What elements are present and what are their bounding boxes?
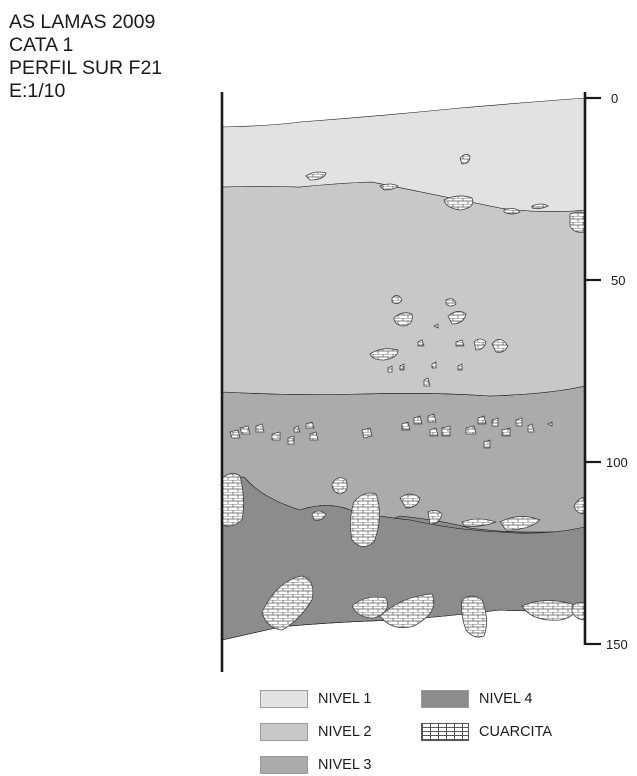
cuarcita-clast bbox=[483, 439, 491, 449]
cuarcita-clast bbox=[501, 427, 511, 437]
cuarcita-clast bbox=[287, 435, 295, 445]
legend-swatch bbox=[421, 723, 469, 741]
cuarcita-clasts bbox=[221, 154, 586, 638]
cuarcita-clast bbox=[261, 575, 314, 631]
cuarcita-clast bbox=[477, 415, 487, 425]
cuarcita-clast bbox=[309, 431, 319, 441]
cuarcita-clast bbox=[229, 429, 241, 439]
legend-swatch bbox=[260, 690, 308, 708]
cuarcita-clast bbox=[499, 516, 541, 531]
cuarcita-clast bbox=[455, 339, 465, 347]
cuarcita-clast bbox=[413, 415, 423, 425]
cuarcita-clast bbox=[305, 421, 315, 429]
legend-item-nivel-2: NIVEL 2 bbox=[260, 722, 371, 742]
nivel-1-layer bbox=[221, 97, 586, 212]
legend-item-nivel-4: NIVEL 4 bbox=[421, 689, 532, 709]
cuarcita-clast bbox=[361, 427, 373, 439]
scale-label: E:1/10 bbox=[9, 80, 66, 102]
cuarcita-clast bbox=[491, 417, 499, 427]
cuarcita-clast bbox=[391, 295, 403, 304]
cuarcita-clast bbox=[443, 195, 474, 211]
cuarcita-clast bbox=[461, 595, 487, 638]
cuarcita-clast bbox=[399, 363, 405, 371]
cuarcita-clast bbox=[401, 421, 411, 431]
legend-label: NIVEL 2 bbox=[318, 724, 372, 740]
depth-label-150: 150 bbox=[606, 637, 628, 652]
legend-swatch bbox=[421, 690, 469, 708]
cuarcita-clast bbox=[427, 510, 443, 525]
cuarcita-clast bbox=[221, 473, 244, 527]
site-title: AS LAMAS 2009 bbox=[9, 11, 156, 33]
cuarcita-clast bbox=[255, 423, 265, 433]
cuarcita-clast bbox=[293, 425, 301, 433]
cuarcita-clast bbox=[459, 154, 471, 165]
legend-label: NIVEL 3 bbox=[318, 757, 372, 773]
cuarcita-clast bbox=[387, 365, 393, 373]
legend-label: NIVEL 4 bbox=[479, 691, 533, 707]
cuarcita-clast bbox=[433, 323, 439, 329]
cuarcita-clast bbox=[379, 183, 399, 191]
title-block: AS LAMAS 2009 CATA 1 PERFIL SUR F21 E:1/… bbox=[9, 11, 162, 103]
legend-item-nivel-3: NIVEL 3 bbox=[260, 755, 371, 775]
cuarcita-clast bbox=[393, 312, 413, 327]
cuarcita-clast bbox=[379, 593, 435, 629]
cuarcita-clast bbox=[571, 602, 586, 621]
cuarcita-clast bbox=[369, 348, 399, 361]
cuarcita-clast bbox=[427, 413, 437, 423]
cuarcita-clast bbox=[465, 425, 477, 435]
legend-label: NIVEL 1 bbox=[318, 691, 372, 707]
legend-swatch bbox=[260, 756, 308, 774]
legend-label: CUARCITA bbox=[479, 724, 553, 740]
cuarcita-clast bbox=[521, 600, 575, 621]
cuarcita-clast bbox=[423, 377, 431, 387]
cuarcita-clast bbox=[399, 493, 421, 509]
cuarcita-clast bbox=[447, 311, 467, 325]
cuarcita-clast bbox=[441, 425, 451, 437]
cuarcita-clast bbox=[239, 425, 251, 435]
cuarcita-clast bbox=[491, 339, 509, 353]
legend-item-cuarcita: CUARCITA bbox=[421, 722, 552, 742]
depth-label-0: 0 bbox=[611, 91, 618, 106]
cuarcita-clast bbox=[473, 338, 487, 351]
cuarcita-clast bbox=[457, 363, 463, 371]
cuarcita-clast bbox=[515, 417, 523, 427]
cuarcita-clast bbox=[311, 510, 327, 521]
cuarcita-clast bbox=[271, 431, 281, 441]
cuarcita-clast bbox=[527, 423, 535, 433]
trench-label: CATA 1 bbox=[9, 34, 74, 56]
legend-swatch bbox=[260, 723, 308, 741]
depth-label-100: 100 bbox=[606, 455, 628, 470]
cuarcita-clast bbox=[417, 339, 425, 347]
profile-label: PERFIL SUR F21 bbox=[9, 57, 163, 79]
cuarcita-clast bbox=[331, 477, 348, 495]
cuarcita-clast bbox=[531, 203, 549, 210]
cuarcita-clast bbox=[503, 208, 521, 215]
cuarcita-clast bbox=[350, 492, 380, 547]
legend-item-nivel-1: NIVEL 1 bbox=[260, 689, 371, 709]
cuarcita-clast bbox=[429, 427, 439, 437]
cuarcita-clast bbox=[351, 596, 388, 619]
cuarcita-clast bbox=[569, 211, 586, 233]
depth-label-50: 50 bbox=[611, 273, 625, 288]
cuarcita-clast bbox=[445, 298, 457, 307]
cuarcita-clast bbox=[305, 171, 327, 181]
cuarcita-clast bbox=[547, 421, 553, 427]
cuarcita-clast bbox=[461, 518, 498, 527]
cuarcita-clast bbox=[431, 361, 437, 369]
nivel-4-lower-band bbox=[221, 476, 586, 641]
